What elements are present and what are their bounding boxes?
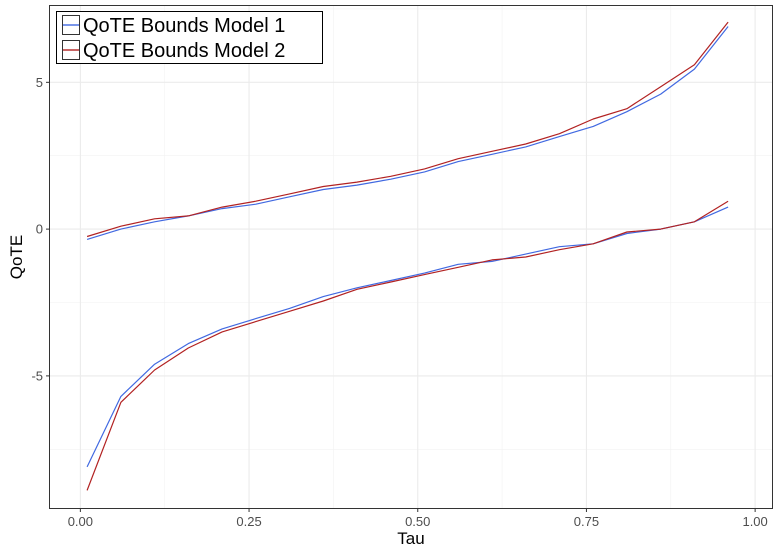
y-tick-label: 0 [36,222,43,237]
x-tick-label: 0.00 [68,514,93,529]
gridlines [50,6,772,508]
y-tick-label: 5 [36,75,43,90]
axis-ticks: 0.00 0.25 0.50 0.75 1.00 -5 0 5 [31,75,767,529]
series-2-lower-bound-line [86,200,729,491]
x-tick-label: 1.00 [742,514,767,529]
series-lines [86,21,729,491]
x-tick-label: 0.50 [405,514,430,529]
plot-panel-border [49,5,773,509]
series-2-upper-bound-line [86,21,729,238]
legend-item-model-2: QoTE Bounds Model 2 [62,40,285,62]
x-tick-label: 0.25 [236,514,261,529]
legend-label-model-1: QoTE Bounds Model 1 [83,15,285,37]
x-axis-title: Tau [397,529,424,548]
series-1-lower-bound-line [86,206,729,468]
x-tick-label: 0.75 [574,514,599,529]
legend-label-model-2: QoTE Bounds Model 2 [83,40,285,62]
legend-item-model-1: QoTE Bounds Model 1 [62,15,285,37]
y-axis-title: QoTE [7,235,26,279]
legend: QoTE Bounds Model 1 QoTE Bounds Model 2 [56,11,323,64]
y-tick-label: -5 [31,368,43,383]
legend-box [56,11,323,64]
